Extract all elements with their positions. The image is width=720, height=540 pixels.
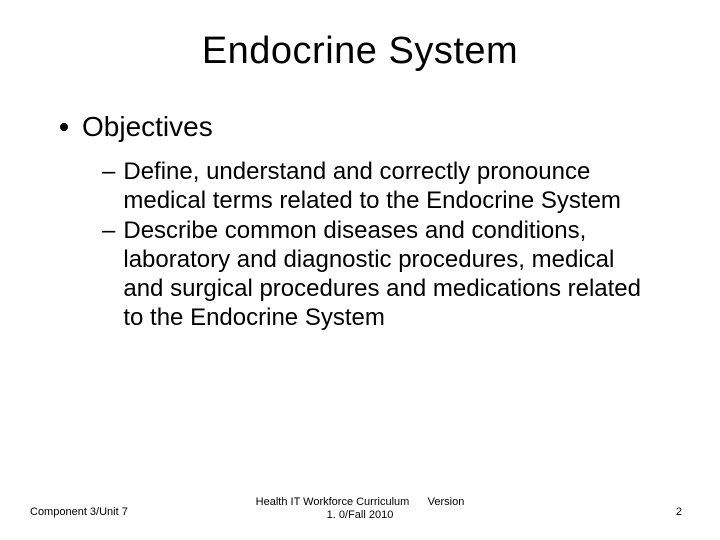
footer-center-line2: 1. 0/Fall 2010 xyxy=(327,509,394,521)
objective-text: Describe common diseases and conditions,… xyxy=(123,216,650,333)
list-item: – Define, understand and correctly prono… xyxy=(102,157,650,216)
objective-text: Define, understand and correctly pronoun… xyxy=(123,157,650,216)
slide: Endocrine System Objectives – Define, un… xyxy=(0,0,720,540)
slide-footer: Component 3/Unit 7 Health IT Workforce C… xyxy=(0,496,720,522)
dash-icon: – xyxy=(102,157,115,186)
list-item: – Describe common diseases and condition… xyxy=(102,216,650,333)
objectives-heading: Objectives xyxy=(60,111,680,143)
section-label: Objectives xyxy=(82,111,213,143)
page-title: Endocrine System xyxy=(40,30,680,73)
footer-left: Component 3/Unit 7 xyxy=(30,506,128,518)
dash-icon: – xyxy=(102,216,115,245)
footer-version-label: Version xyxy=(428,496,465,508)
footer-center-line1: Health IT Workforce Curriculum xyxy=(256,496,410,508)
page-number: 2 xyxy=(676,506,682,518)
bullet-icon xyxy=(60,123,68,131)
objectives-list: – Define, understand and correctly prono… xyxy=(102,157,650,333)
